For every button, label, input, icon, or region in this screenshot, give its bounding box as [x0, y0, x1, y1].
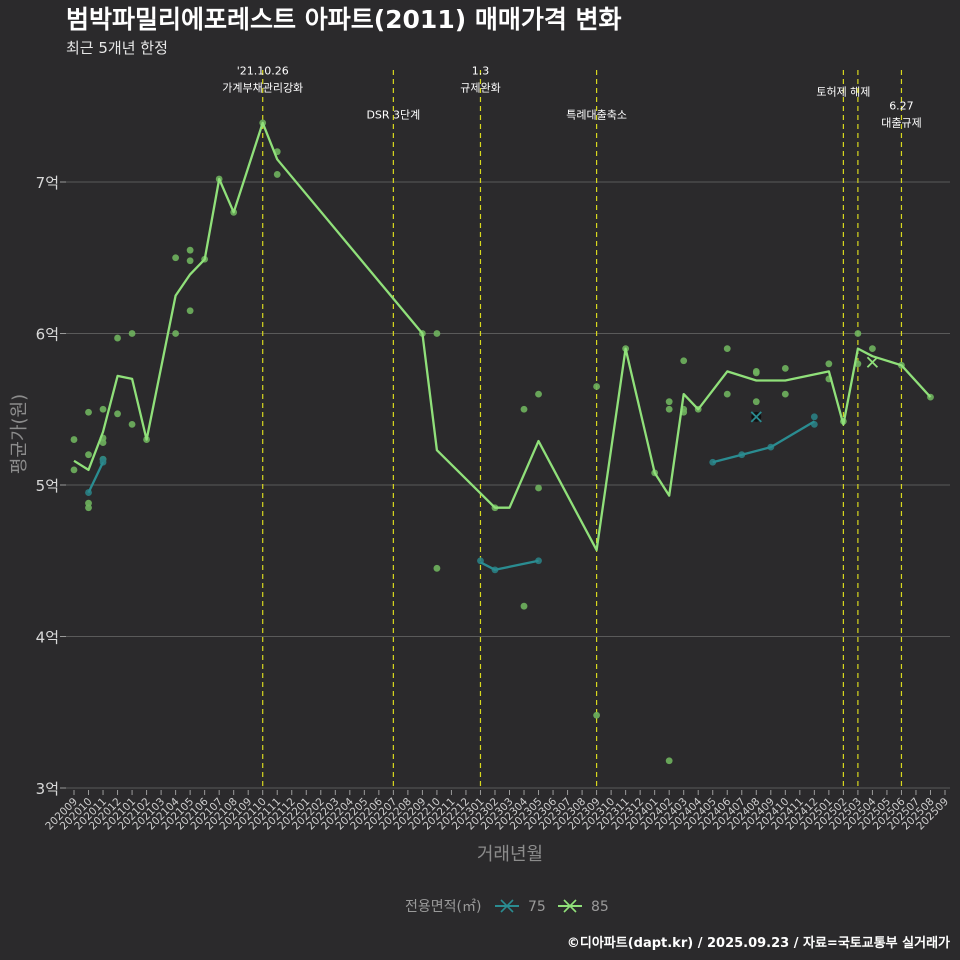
point-85-57 [869, 345, 876, 353]
point-85-30 [520, 405, 528, 413]
y-axis-ticks: 3억 4억 5억 6억 7억 [36, 174, 66, 798]
y-tick-7: 7억 [36, 174, 59, 192]
event-label-202301-0: 1.3 [472, 64, 490, 77]
y-tick-6: 6억 [36, 326, 59, 344]
series-line-75-1 [479, 559, 539, 571]
point-85-34 [593, 383, 600, 390]
point-85-49 [752, 398, 760, 406]
point-75-5 [535, 557, 542, 565]
point-85-15 [172, 254, 180, 262]
point-85-16 [172, 330, 180, 337]
point-85-0 [70, 436, 78, 443]
chart-title: 범박파밀리에포레스트 아파트(2011) 매매가격 변화 [66, 5, 622, 34]
point-85-31 [520, 602, 528, 610]
point-85-32 [535, 390, 542, 398]
point-85-55 [854, 330, 862, 337]
series-markers [750, 356, 879, 423]
event-label-202506-0: 6.27 [889, 99, 914, 112]
point-85-19 [186, 307, 194, 315]
point-85-41 [680, 357, 688, 365]
point-85-8 [99, 439, 107, 446]
legend-item-85: 85 [558, 899, 609, 915]
point-85-38 [665, 398, 673, 406]
point-85-40 [665, 757, 673, 765]
event-label-202502-0: 토허제 해제 [816, 85, 870, 99]
grid-lines [66, 181, 950, 789]
y-tick-4: 4억 [36, 629, 59, 647]
legend: 전용면적(㎡) 75 85 [405, 899, 609, 915]
point-85-39 [665, 405, 673, 413]
point-85-50 [781, 364, 789, 372]
point-85-1 [70, 466, 78, 474]
series-line-85-0 [73, 121, 932, 552]
legend-label-85: 85 [591, 899, 609, 915]
point-85-45 [723, 345, 731, 353]
event-label-202207-0: DSR 3단계 [366, 108, 420, 121]
point-85-17 [186, 246, 194, 254]
legend-label-75: 75 [528, 899, 546, 915]
event-label-202110-1: 가계부채관리강화 [222, 81, 303, 94]
point-85-27 [433, 330, 441, 337]
point-85-46 [723, 390, 731, 398]
y-tick-5: 5억 [36, 477, 59, 495]
point-75-9 [810, 413, 818, 421]
point-85-6 [99, 405, 107, 413]
point-85-25 [273, 171, 281, 178]
y-tick-3: 3억 [36, 780, 59, 798]
point-85-5 [85, 504, 92, 512]
caption: ©디아파트(dapt.kr) / 2025.09.23 / 자료=국토교통부 실… [567, 935, 950, 951]
point-85-48 [752, 369, 760, 377]
legend-swatch-75-cross [500, 899, 514, 913]
point-85-52 [825, 360, 833, 368]
series-line-75-0 [87, 461, 105, 494]
x-axis-ticks: 2020092020102020112020122021012021022021… [43, 790, 951, 832]
point-85-33 [535, 484, 542, 492]
series-line-75-2 [712, 420, 815, 464]
marker-85 [866, 356, 879, 368]
event-label-202301-1: 규제완화 [460, 81, 500, 94]
x-axis-label: 거래년월 [477, 844, 543, 865]
point-85-13 [128, 421, 136, 428]
y-axis-label: 평균가(원) [9, 394, 30, 474]
point-85-11 [114, 410, 121, 418]
chart-subtitle: 최근 5개년 한정 [66, 39, 168, 57]
point-85-12 [128, 330, 136, 337]
series-lines [73, 121, 932, 571]
point-85-51 [781, 390, 789, 398]
event-label-202506-1: 대출규제 [881, 116, 921, 129]
point-85-3 [85, 451, 92, 459]
data-points [70, 119, 934, 765]
point-85-10 [114, 334, 121, 342]
legend-title: 전용면적(㎡) [405, 899, 481, 915]
event-label-202309-0: 특례대출축소 [566, 108, 627, 121]
point-85-2 [85, 408, 92, 416]
point-85-35 [593, 711, 600, 719]
point-85-18 [186, 257, 194, 265]
legend-swatch-85-cross [563, 899, 577, 913]
marker-75 [750, 411, 762, 423]
event-label-202110-0: '21.10.26 [237, 64, 289, 77]
legend-item-75: 75 [495, 899, 546, 915]
point-85-28 [433, 564, 441, 572]
